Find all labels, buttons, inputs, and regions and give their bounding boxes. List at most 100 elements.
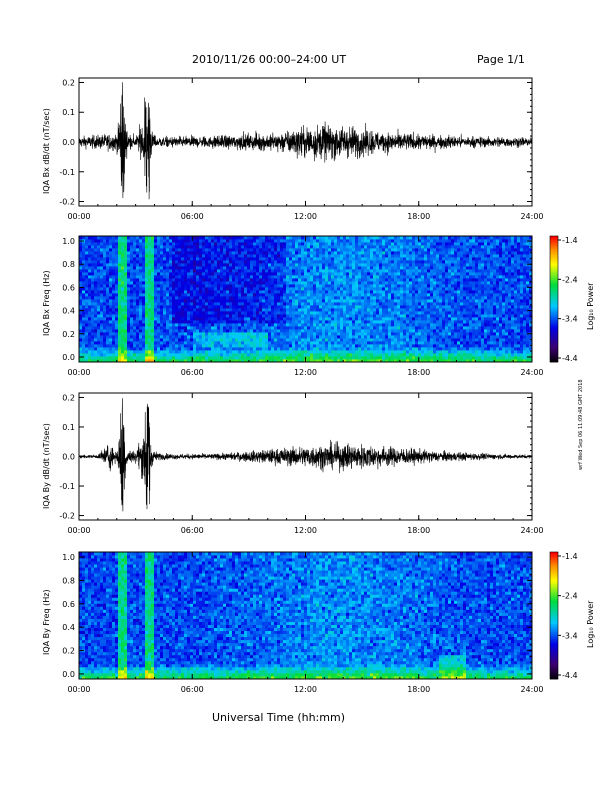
spectrogram-cell: [346, 332, 350, 336]
spectrogram-cell: [304, 266, 308, 270]
spectrogram-cell: [211, 260, 215, 264]
spectrogram-cell: [313, 320, 317, 324]
spectrogram-cell: [331, 269, 335, 273]
spectrogram-cell: [190, 302, 194, 306]
spectrogram-cell: [370, 275, 374, 279]
spectrogram-cell: [139, 272, 143, 276]
spectrogram-cell: [256, 296, 260, 300]
spectrogram-cell: [280, 281, 284, 285]
spectrogram-cell: [373, 257, 377, 261]
spectrogram-cell: [175, 260, 179, 264]
spectrogram-cell: [259, 275, 263, 279]
spectrogram-cell: [118, 314, 122, 318]
spectrogram-cell: [391, 281, 395, 285]
spectrogram-cell: [367, 260, 371, 264]
spectrogram-cell: [310, 323, 314, 327]
spectrogram-cell: [217, 236, 221, 240]
spectrogram-cell: [397, 338, 401, 342]
spectrogram-cell: [151, 326, 155, 330]
spectrogram-cell: [346, 239, 350, 243]
spectrogram-cell: [178, 338, 182, 342]
spectrogram-cell: [223, 302, 227, 306]
spectrogram-cell: [124, 317, 128, 321]
spectrogram-cell: [268, 326, 272, 330]
spectrogram-cell: [157, 251, 161, 255]
spectrogram-cell: [193, 254, 197, 258]
spectrogram-cell: [190, 335, 194, 339]
spectrogram-cell: [124, 332, 128, 336]
spectrogram-cell: [196, 236, 200, 240]
spectrogram-cell: [196, 254, 200, 258]
spectrogram-cell: [130, 335, 134, 339]
spectrogram-cell: [100, 311, 104, 315]
spectrogram-cell: [334, 353, 338, 357]
spectrogram-cell: [151, 278, 155, 282]
spectrogram-cell: [298, 239, 302, 243]
spectrogram-cell: [304, 344, 308, 348]
spectrogram-cell: [283, 257, 287, 261]
spectrogram-cell: [244, 338, 248, 342]
spectrogram-cell: [184, 338, 188, 342]
spectrogram-cell: [91, 236, 95, 240]
spectrogram-cell: [202, 290, 206, 294]
spectrogram-cell: [250, 257, 254, 261]
spectrogram-cell: [247, 275, 251, 279]
spectrogram-cell: [304, 290, 308, 294]
spectrogram-cell: [307, 332, 311, 336]
spectrogram-cell: [250, 293, 254, 297]
spectrogram-cell: [214, 317, 218, 321]
spectrogram-cell: [322, 320, 326, 324]
spectrogram-cell: [274, 320, 278, 324]
spectrogram-cell: [412, 269, 416, 273]
spectrogram-cell: [298, 317, 302, 321]
spectrogram-cell: [424, 272, 428, 276]
spectrogram-cell: [217, 302, 221, 306]
spectrogram-cell: [241, 287, 245, 291]
spectrogram-cell: [274, 248, 278, 252]
spectrogram-cell: [91, 338, 95, 342]
spectrogram-cell: [391, 263, 395, 267]
spectrogram-cell: [109, 281, 113, 285]
spectrogram-cell: [100, 272, 104, 276]
spectrogram-cell: [106, 251, 110, 255]
spectrogram-cell: [322, 296, 326, 300]
spectrogram-cell: [370, 293, 374, 297]
spectrogram-cell: [235, 338, 239, 342]
spectrogram-cell: [367, 242, 371, 246]
spectrogram-cell: [100, 257, 104, 261]
spectrogram-cell: [217, 254, 221, 258]
spectrogram-cell: [247, 284, 251, 288]
spectrogram-cell: [340, 359, 344, 363]
spectrogram-cell: [352, 260, 356, 264]
spectrogram-cell: [418, 272, 422, 276]
spectrogram-cell: [313, 284, 317, 288]
spectrogram-cell: [328, 260, 332, 264]
spectrogram-cell: [268, 281, 272, 285]
spectrogram-cell: [394, 335, 398, 339]
spectrogram-cell: [283, 344, 287, 348]
spectrogram-cell: [205, 341, 209, 345]
spectrogram-cell: [361, 284, 365, 288]
spectrogram-cell: [181, 290, 185, 294]
spectrogram-cell: [238, 341, 242, 345]
spectrogram-cell: [370, 254, 374, 258]
spectrogram-cell: [313, 341, 317, 345]
spectrogram-cell: [418, 287, 422, 291]
spectrogram-cell: [298, 251, 302, 255]
spectrogram-cell: [103, 317, 107, 321]
spectrogram-cell: [361, 287, 365, 291]
spectrogram-cell: [310, 341, 314, 345]
spectrogram-cell: [178, 293, 182, 297]
spectrogram-cell: [418, 311, 422, 315]
spectrogram-cell: [112, 269, 116, 273]
spectrogram-cell: [427, 260, 431, 264]
spectrogram-cell: [361, 305, 365, 309]
spectrogram-cell: [85, 278, 89, 282]
spectrogram-cell: [241, 323, 245, 327]
spectrogram-cell: [265, 332, 269, 336]
spectrogram-cell: [406, 269, 410, 273]
spectrogram-cell: [376, 353, 380, 357]
spectrogram-cell: [109, 260, 113, 264]
spectrogram-cell: [271, 332, 275, 336]
spectrogram-cell: [427, 323, 431, 327]
